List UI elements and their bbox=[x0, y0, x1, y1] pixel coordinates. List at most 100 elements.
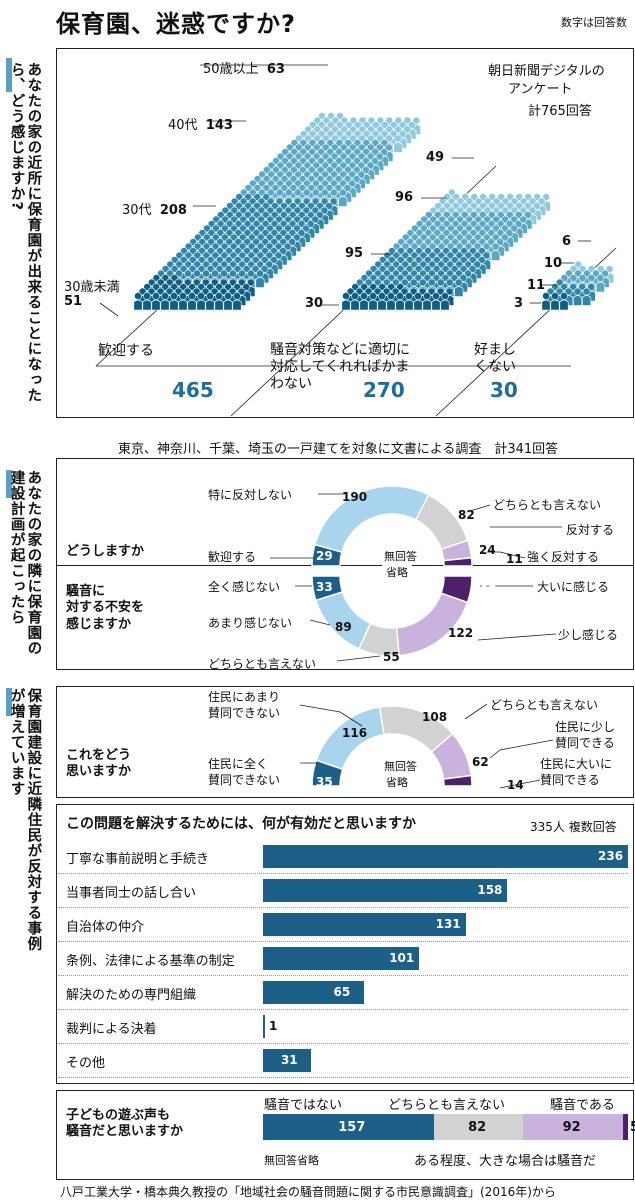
person-icon-body bbox=[393, 142, 403, 153]
d1-value-strongly-oppose: 11 bbox=[506, 552, 523, 566]
donut2-slice bbox=[395, 592, 469, 657]
d3-label-somewhat: 住民に少し 賛同できる bbox=[555, 720, 616, 750]
solutions-row-divider bbox=[58, 907, 628, 908]
solutions-bar bbox=[263, 879, 508, 902]
person-icon-body bbox=[205, 299, 215, 311]
solutions-bar-label: 解決のための専門組織 bbox=[66, 988, 197, 1003]
d3-no-answer: 無回答 bbox=[384, 760, 417, 773]
noise-question: 子どもの遊ぶ声も 騒音だと思いますか bbox=[66, 1108, 184, 1140]
unit-note: 数字は回答数 bbox=[561, 16, 627, 29]
solutions-bar-value: 101 bbox=[389, 951, 415, 965]
solutions-bar-value: 236 bbox=[598, 849, 624, 863]
person-icon-body bbox=[187, 299, 197, 311]
person-icon-head bbox=[238, 269, 246, 278]
people-crowds bbox=[133, 112, 615, 311]
d3-value-none: 35 bbox=[316, 775, 333, 789]
solutions-row-divider bbox=[58, 1009, 628, 1010]
person-icon-head bbox=[293, 188, 302, 197]
person-icon-body bbox=[151, 299, 161, 311]
d2-value-not-much: 89 bbox=[335, 620, 352, 634]
person-icon-head bbox=[134, 292, 142, 300]
d3-value-somewhat: 62 bbox=[472, 755, 489, 769]
solutions-title: この問題を解決するためには、何が有効だと思いますか bbox=[66, 816, 416, 832]
noise-label-neutral: どちらとも言えない bbox=[388, 1098, 506, 1113]
person-icon-head bbox=[284, 188, 293, 197]
solutions-bar-value: 158 bbox=[477, 883, 503, 897]
solutions-bar bbox=[263, 1015, 265, 1038]
section3-side-label: 保育園建設に近隣住民が反対する事例が増えています bbox=[8, 688, 42, 952]
d3-label-very: 住民に大いに 賛同できる bbox=[540, 757, 613, 787]
person-icon-head bbox=[275, 188, 284, 197]
solutions-bar-label: 条例、法律による基準の制定 bbox=[66, 954, 235, 969]
person-icon-head bbox=[184, 269, 192, 278]
person-icon-body bbox=[142, 299, 152, 311]
solutions-bar-value: 131 bbox=[435, 917, 461, 931]
noise-bar-value: 157 bbox=[338, 1120, 366, 1135]
person-icon-head bbox=[170, 292, 178, 300]
person-icon-head bbox=[215, 292, 223, 300]
d2-value-neutral: 55 bbox=[383, 650, 400, 664]
person-icon-head bbox=[311, 188, 320, 197]
d3-value-very: 14 bbox=[507, 778, 524, 792]
d3-label-not-much: 住民にあまり 賛同できない bbox=[208, 690, 281, 720]
person-icon-body bbox=[338, 196, 348, 207]
d1-value-no-objection: 190 bbox=[342, 490, 368, 504]
solutions-bar-value: 31 bbox=[280, 1053, 298, 1067]
person-icon-head bbox=[161, 292, 169, 300]
person-icon-head bbox=[197, 292, 205, 300]
noise-bar-value: 5 bbox=[630, 1120, 635, 1135]
d2-label-none: 全く感じない bbox=[208, 580, 281, 594]
section1-accent bbox=[6, 58, 12, 92]
d1-label-strongly-oppose: 強く反対する bbox=[527, 550, 600, 564]
person-icon-body bbox=[196, 299, 206, 311]
solutions-bar-value: 65 bbox=[333, 985, 351, 999]
d3-value-neutral: 108 bbox=[422, 710, 448, 724]
solutions-bar bbox=[263, 845, 628, 868]
person-icon-body bbox=[169, 299, 179, 311]
d1-label-welcome: 歓迎する bbox=[208, 550, 257, 564]
d2-value-none: 33 bbox=[316, 580, 333, 594]
d1-label-neutral: どちらとも言えない bbox=[493, 498, 602, 512]
d1-value-neutral: 82 bbox=[458, 508, 475, 522]
solutions-bar-label: 当事者同士の話し合い bbox=[66, 886, 197, 901]
person-icon-head bbox=[206, 292, 214, 300]
person-icon-head bbox=[338, 188, 347, 197]
person-icon-head bbox=[211, 269, 219, 278]
d2-value-very: 36 bbox=[480, 580, 497, 594]
person-icon-body bbox=[232, 299, 242, 311]
solutions-row-divider bbox=[58, 975, 628, 976]
person-icon-head bbox=[224, 292, 232, 300]
person-icon-head bbox=[152, 292, 160, 300]
d3-label-none: 住民に全く 賛同できない bbox=[208, 757, 281, 787]
person-icon-head bbox=[193, 269, 201, 278]
person-icon-head bbox=[229, 269, 237, 278]
d1-no-answer: 無回答 bbox=[384, 550, 417, 563]
d3-omitted: 省略 bbox=[386, 776, 408, 789]
person-icon-head bbox=[188, 292, 196, 300]
solutions-subtitle: 335人 複数回答 bbox=[530, 820, 617, 834]
people-bar-chart bbox=[95, 64, 617, 417]
d1-label-no-objection: 特に反対しない bbox=[208, 488, 293, 502]
person-icon-head bbox=[247, 269, 255, 278]
solutions-bar-value: 1 bbox=[269, 1019, 278, 1033]
noise-no-answer: 無回答省略 bbox=[264, 1154, 319, 1167]
person-icon-head bbox=[394, 134, 402, 143]
solutions-row-divider bbox=[58, 1077, 628, 1078]
person-icon-head bbox=[202, 269, 210, 278]
noise-label-not: 騒音ではない bbox=[264, 1098, 343, 1113]
person-icon-body bbox=[178, 299, 188, 311]
d1-value-oppose: 24 bbox=[479, 543, 496, 557]
person-icon-head bbox=[179, 292, 187, 300]
person-icon-head bbox=[320, 188, 329, 197]
noise-bar-segment bbox=[622, 1114, 628, 1140]
page-title: 保育園、迷惑ですか? bbox=[56, 10, 296, 38]
d1-question: どうしますか bbox=[66, 544, 145, 559]
solutions-bar-label: その他 bbox=[66, 1056, 106, 1071]
donut1-slice bbox=[313, 485, 430, 553]
d-center-omitted: 省略 bbox=[382, 564, 412, 580]
person-icon-head bbox=[220, 269, 228, 278]
solutions-bar-label: 自治体の仲介 bbox=[66, 920, 145, 935]
noise-label-sometimes: ある程度、大きな場合は騒音だ bbox=[414, 1154, 597, 1169]
person-icon-head bbox=[329, 188, 338, 197]
person-icon-head bbox=[302, 188, 311, 197]
